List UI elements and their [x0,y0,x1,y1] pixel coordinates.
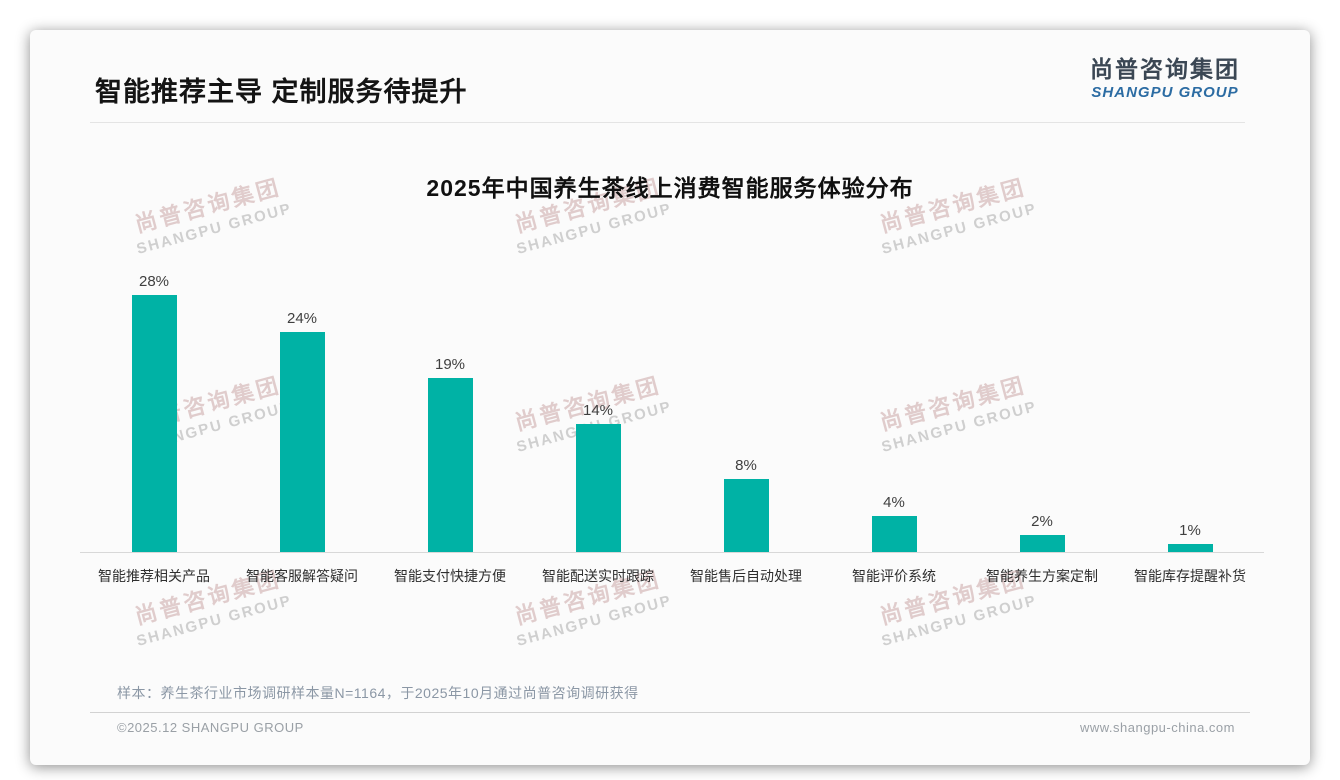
bar-value-label: 2% [1031,512,1053,530]
bar-column: 8% 智能售后自动处理 [672,260,820,584]
bar [871,516,917,553]
bar-value-label: 14% [582,402,614,420]
bar [1019,534,1065,553]
category-label: 智能售后自动处理 [690,568,802,584]
slide-card: 尚普咨询集团 SHANGPU GROUP 尚普咨询集团 SHANGPU GROUP … [30,30,1310,765]
footer: ©2025.12 SHANGPU GROUP www.shangpu-china… [117,720,1235,735]
header-divider [90,122,1245,123]
bar-value-label: 8% [735,457,757,475]
category-label: 智能养生方案定制 [986,568,1098,584]
category-label: 智能支付快捷方便 [394,568,506,584]
bar-value-label: 19% [434,356,466,374]
bar [279,332,325,553]
bar [427,378,473,553]
bar-value-label: 24% [286,310,318,328]
x-axis-line [80,552,1264,553]
page-title: 智能推荐主导 定制服务待提升 [95,77,468,107]
category-label: 智能评价系统 [852,568,936,584]
bar [1167,543,1213,553]
chart-title: 2025年中国养生茶线上消费智能服务体验分布 [426,175,914,201]
bar [723,479,769,553]
bar-column: 19% 智能支付快捷方便 [376,260,524,584]
bar-column: 4% 智能评价系统 [820,260,968,584]
bar-column: 24% 智能客服解答疑问 [228,260,376,584]
bar-column: 14% 智能配送实时跟踪 [524,260,672,584]
category-label: 智能客服解答疑问 [246,568,358,584]
category-label: 智能配送实时跟踪 [542,568,654,584]
bar-column: 2% 智能养生方案定制 [968,260,1116,584]
brand-logo-en: SHANGPU GROUP [1091,83,1239,101]
bar [575,424,621,553]
bar-column: 1% 智能库存提醒补货 [1116,260,1264,584]
brand-logo: 尚普咨询集团 SHANGPU GROUP [1090,56,1240,102]
website-text: www.shangpu-china.com [1079,720,1235,735]
bar-column: 28% 智能推荐相关产品 [80,260,228,584]
bar-columns: 28% 智能推荐相关产品 24% 智能客服解答疑问 19% 智能支付快捷方便 14% 智能配送… [80,260,1264,584]
bar-value-label: 1% [1179,521,1201,539]
bar-value-label: 28% [138,273,170,291]
sample-note: 样本：养生茶行业市场调研样本量N=1164，于2025年10月通过尚普咨询调研获… [117,685,639,701]
category-label: 智能推荐相关产品 [98,568,210,584]
category-label: 智能库存提醒补货 [1134,568,1246,584]
copyright-text: ©2025.12 SHANGPU GROUP [117,720,304,735]
bar [131,295,177,553]
footer-divider [90,712,1250,713]
brand-logo-cn: 尚普咨询集团 [1090,56,1240,82]
bar-value-label: 4% [883,494,905,512]
bar-chart: 28% 智能推荐相关产品 24% 智能客服解答疑问 19% 智能支付快捷方便 14% 智能配送… [80,260,1264,584]
